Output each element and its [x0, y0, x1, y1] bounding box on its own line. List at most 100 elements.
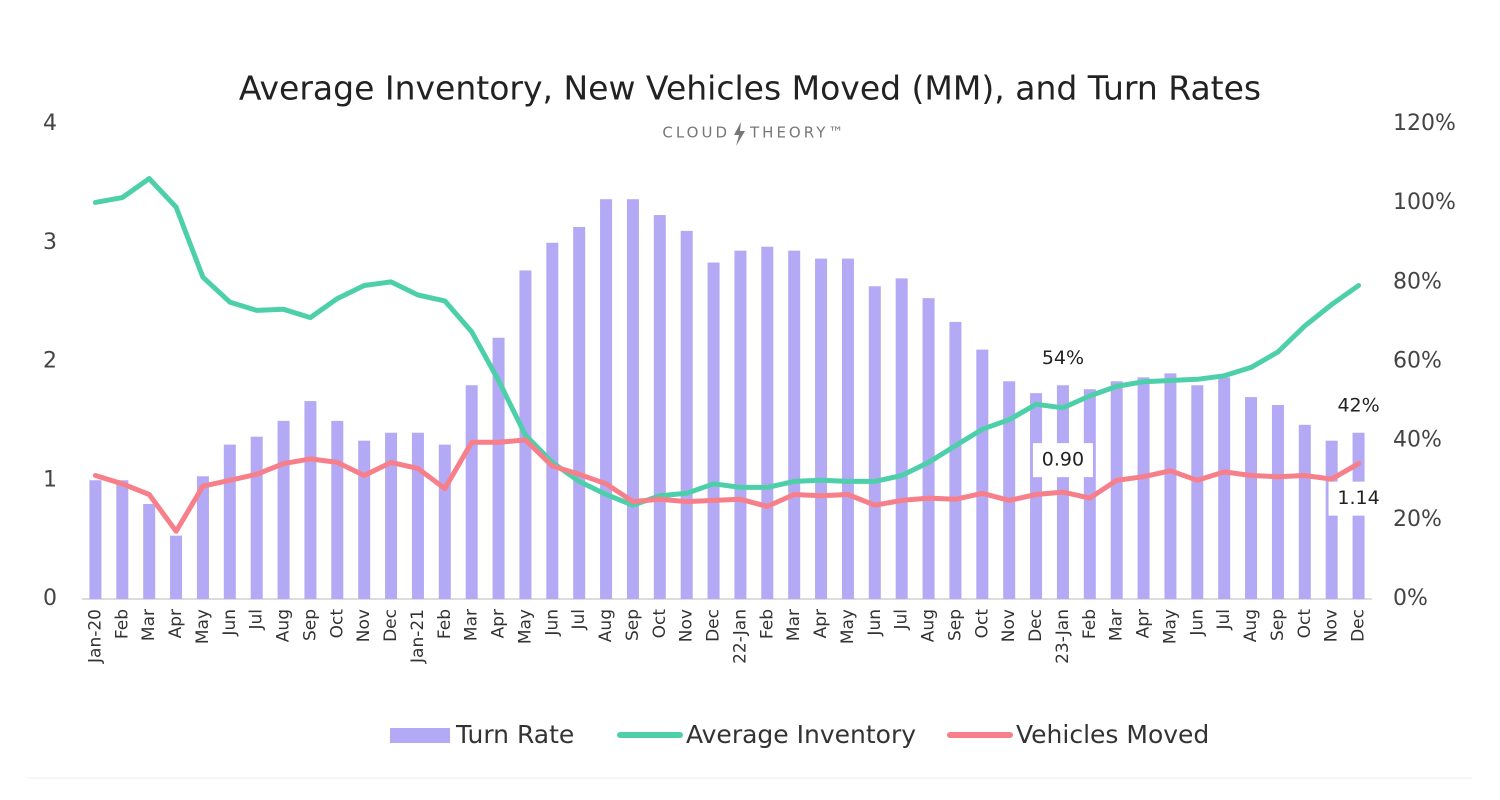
bar [573, 226, 586, 599]
line [92, 437, 1362, 534]
bar [411, 432, 424, 599]
value-label-box [1032, 443, 1093, 478]
x-tick-label: Dec [1349, 609, 1369, 642]
bar [1352, 432, 1365, 599]
x-tick-label: May [193, 609, 213, 644]
legend-label: Turn Rate [455, 720, 574, 749]
y2-tick-label: 20% [1393, 507, 1442, 532]
bar [1137, 377, 1150, 599]
bar [734, 250, 747, 599]
x-tick-label: 22-Jan [730, 609, 750, 664]
bar-value-label: 54% [1042, 347, 1084, 369]
bar [358, 440, 371, 599]
bar [815, 258, 828, 599]
y-tick-label: 4 [43, 111, 57, 136]
bar [1191, 385, 1204, 599]
x-tick-label: Sep [300, 609, 320, 641]
x-tick-label: Jun [542, 609, 562, 637]
bar [1003, 381, 1016, 599]
bar [116, 480, 129, 599]
bar [196, 476, 209, 599]
bar [223, 444, 236, 599]
bar [492, 337, 505, 599]
chart-title: Average Inventory, New Vehicles Moved (M… [239, 69, 1261, 108]
bar [1110, 381, 1123, 599]
legend-label: Vehicles Moved [1016, 720, 1209, 749]
legend-label: Average Inventory [686, 720, 916, 749]
x-tick-label: Feb [435, 609, 455, 639]
logo-right: THEORY™ [749, 124, 846, 142]
x-tick-label: Apr [166, 609, 186, 638]
bar [761, 246, 774, 600]
bar [143, 504, 156, 599]
x-tick-label: May [838, 609, 858, 644]
x-tick-label: Oct [327, 609, 347, 639]
bar [277, 420, 290, 599]
x-tick-label: Oct [650, 609, 670, 639]
y2-tick-label: 100% [1393, 190, 1456, 215]
x-tick-label: Apr [1134, 609, 1154, 638]
x-tick-label: Aug [919, 609, 939, 642]
x-tick-label: Aug [1241, 609, 1261, 642]
bar [304, 401, 317, 599]
bar [1271, 405, 1284, 599]
bar [895, 278, 908, 599]
x-tick-label: Feb [1080, 609, 1100, 639]
x-tick-label: Mar [1107, 609, 1127, 641]
x-tick-label: 23-Jan [1053, 609, 1073, 664]
bar [250, 436, 263, 599]
x-tick-label: Dec [1026, 609, 1046, 642]
x-tick-label: Mar [462, 609, 482, 641]
x-tick-label: Mar [139, 609, 159, 641]
bar [170, 535, 183, 599]
bar [922, 298, 935, 599]
x-tick-label: Sep [945, 609, 965, 641]
y-tick-label: 3 [43, 230, 57, 255]
x-tick-label: May [515, 609, 535, 644]
bar [385, 432, 398, 599]
x-tick-label: Dec [704, 609, 724, 642]
line-value-label: 0.90 [1042, 449, 1084, 471]
x-tick-label: Nov [354, 609, 374, 642]
bar-value-label: 42% [1337, 394, 1379, 416]
x-tick-label: Feb [112, 609, 132, 639]
x-tick-label: Jul [892, 609, 912, 631]
line-value-label: 1.14 [1337, 487, 1379, 509]
bar [1083, 389, 1096, 599]
x-tick-label: May [1160, 609, 1180, 644]
x-tick-label: Nov [999, 609, 1019, 642]
x-tick-label: Jan-20 [85, 609, 105, 664]
x-tick-label: Jul [247, 609, 267, 631]
bar [1325, 440, 1338, 599]
x-tick-label: Oct [972, 609, 992, 639]
bar [707, 262, 720, 599]
logo-bolt [734, 122, 745, 146]
x-tick-label: Jun [1187, 609, 1207, 637]
x-tick-label: Nov [1322, 609, 1342, 642]
y-tick-label: 1 [43, 467, 57, 492]
bar [868, 286, 881, 599]
bar [788, 250, 801, 599]
bar [1298, 424, 1311, 599]
x-tick-label: Dec [381, 609, 401, 642]
bar [653, 215, 666, 599]
bar [546, 242, 559, 599]
x-tick-label: Sep [1268, 609, 1288, 641]
value-label-box [1328, 481, 1389, 516]
x-tick-label: Apr [811, 609, 831, 638]
y2-tick-label: 120% [1393, 111, 1456, 136]
bar [465, 385, 478, 599]
bar [680, 230, 693, 599]
line [92, 176, 1362, 508]
y2-tick-label: 0% [1393, 586, 1428, 611]
bar [976, 349, 989, 599]
x-tick-label: Aug [274, 609, 294, 642]
x-tick-label: Feb [757, 609, 777, 639]
bar [89, 480, 102, 599]
x-tick-label: Jun [220, 609, 240, 637]
y2-tick-label: 60% [1393, 349, 1442, 374]
logo-left: CLOUD [662, 124, 730, 142]
y2-tick-label: 40% [1393, 428, 1442, 453]
x-tick-label: Oct [1295, 609, 1315, 639]
